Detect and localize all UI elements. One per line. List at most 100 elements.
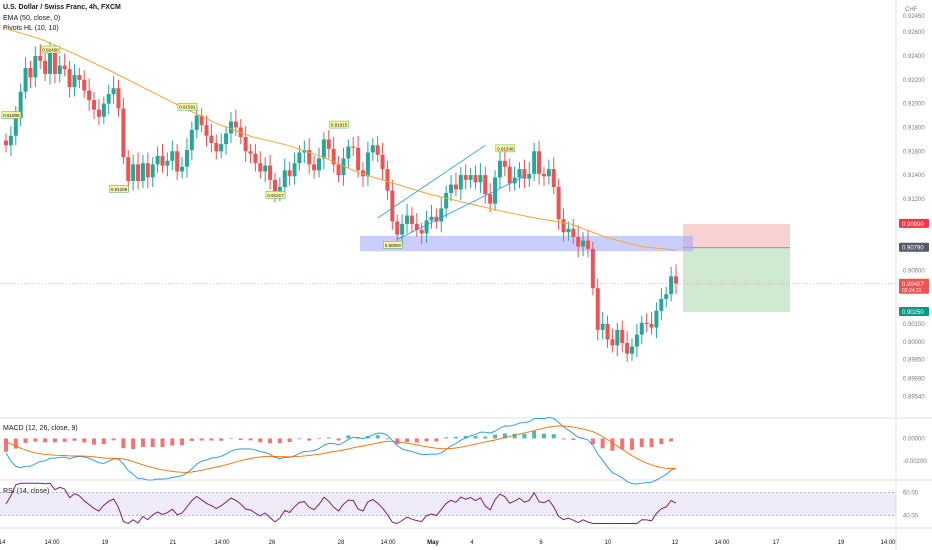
support-zone bbox=[360, 235, 693, 252]
macd-histogram-bar bbox=[541, 433, 546, 439]
candle bbox=[140, 163, 145, 182]
candle bbox=[170, 151, 175, 161]
candle bbox=[444, 192, 449, 209]
macd-histogram-bar bbox=[316, 438, 321, 440]
candle bbox=[375, 145, 380, 155]
candle bbox=[38, 56, 43, 61]
time-tick-label: 10 bbox=[605, 540, 612, 546]
pivot-label-box bbox=[329, 120, 349, 129]
candle bbox=[131, 164, 136, 182]
candle bbox=[429, 216, 434, 221]
pivot-label: 0.91815 bbox=[331, 123, 348, 128]
time-tick-label: 6 bbox=[539, 540, 543, 546]
candle bbox=[28, 67, 33, 78]
time-tick-label: 12 bbox=[672, 540, 679, 546]
candle bbox=[331, 148, 336, 165]
candle bbox=[439, 208, 444, 222]
candle bbox=[522, 169, 527, 179]
current-price-label: 0.90487 bbox=[902, 282, 924, 288]
time-tick-label: 26 bbox=[269, 540, 276, 546]
candle bbox=[453, 184, 458, 190]
candle bbox=[253, 153, 258, 164]
macd-histogram-bar bbox=[307, 438, 312, 441]
candle bbox=[556, 186, 561, 220]
pivot-label: 0.91209 bbox=[111, 187, 128, 192]
pivot-label: 0.91548 bbox=[497, 146, 514, 151]
candle bbox=[576, 237, 581, 247]
pivots-indicator-label[interactable]: Pivots HL (10, 10) bbox=[3, 25, 59, 32]
candle bbox=[258, 163, 263, 172]
macd-tick-label: -0.00200 bbox=[903, 459, 927, 465]
target-price-label: 0.90250 bbox=[902, 310, 924, 316]
time-tick-label: May bbox=[427, 540, 439, 546]
currency-label: CHF bbox=[905, 7, 918, 13]
candle bbox=[532, 151, 537, 174]
candle bbox=[634, 334, 639, 347]
candle bbox=[424, 220, 429, 234]
candle bbox=[502, 160, 507, 167]
ema-indicator-label[interactable]: EMA (50, close, 0) bbox=[3, 15, 61, 22]
macd-histogram-bar bbox=[72, 438, 77, 441]
candle bbox=[111, 88, 116, 95]
macd-histogram-bar bbox=[532, 430, 537, 439]
candle bbox=[96, 109, 101, 117]
candle bbox=[351, 146, 356, 148]
macd-histogram-bar bbox=[23, 438, 28, 443]
candle bbox=[365, 152, 370, 177]
price-tick-label: 0.92200 bbox=[903, 78, 925, 84]
candle bbox=[488, 194, 493, 204]
candle bbox=[341, 158, 346, 176]
candles bbox=[4, 41, 678, 363]
candle bbox=[625, 342, 630, 354]
trade-zones bbox=[360, 223, 790, 313]
macd-indicator-label[interactable]: MACD (12, 26, close, 9) bbox=[3, 425, 78, 432]
time-tick-label: 14:00 bbox=[214, 540, 230, 546]
price-tick-label: 0.92600 bbox=[903, 30, 925, 36]
candle bbox=[228, 121, 233, 134]
candle bbox=[43, 60, 48, 74]
candle bbox=[546, 169, 551, 177]
macd-histogram-bar bbox=[493, 434, 498, 439]
take-profit-zone bbox=[683, 247, 790, 313]
candle bbox=[659, 298, 664, 311]
candle bbox=[356, 147, 361, 171]
macd-histogram-bar bbox=[620, 438, 625, 450]
candle bbox=[605, 323, 610, 340]
candle bbox=[615, 329, 620, 346]
candle bbox=[644, 322, 649, 324]
macd-histogram-bar bbox=[160, 438, 165, 448]
candle bbox=[209, 135, 214, 143]
candle bbox=[184, 150, 189, 167]
price-tick-label: 0.89540 bbox=[903, 395, 925, 401]
pivot-label-box bbox=[109, 185, 129, 193]
candle bbox=[620, 329, 625, 343]
candle bbox=[517, 169, 522, 178]
candle bbox=[268, 165, 273, 180]
rsi-indicator-label[interactable]: RSI (14, close) bbox=[3, 488, 50, 495]
macd-tick-label: 0.00000 bbox=[903, 436, 925, 442]
macd-histogram-bar bbox=[92, 438, 97, 445]
candle bbox=[507, 166, 512, 184]
chart-title: U.S. Dollar / Swiss Franc, 4h, FXCM bbox=[3, 4, 121, 11]
price-tick-label: 0.91200 bbox=[903, 197, 925, 203]
macd-histogram-bar bbox=[189, 438, 194, 442]
pivot-label-box bbox=[1, 111, 22, 119]
candle bbox=[8, 135, 13, 146]
macd-histogram-bar bbox=[590, 438, 595, 445]
macd-histogram-bar bbox=[639, 438, 644, 448]
entry-price-label: 0.90790 bbox=[902, 246, 924, 252]
macd-histogram-bar bbox=[209, 438, 214, 441]
pivot-label-box bbox=[177, 102, 198, 111]
price-tick-label: 0.89690 bbox=[903, 377, 925, 383]
macd-histogram-bar bbox=[551, 434, 556, 439]
rsi-band bbox=[0, 492, 896, 516]
price-tick-label: 0.90600 bbox=[903, 268, 925, 274]
candle bbox=[214, 142, 219, 152]
candle bbox=[674, 276, 678, 284]
time-tick-label: 4 bbox=[470, 540, 474, 546]
candle bbox=[150, 164, 155, 178]
macd-line bbox=[5, 417, 677, 485]
macd-histogram-bar bbox=[629, 438, 634, 450]
macd-histogram-bar bbox=[277, 438, 282, 444]
